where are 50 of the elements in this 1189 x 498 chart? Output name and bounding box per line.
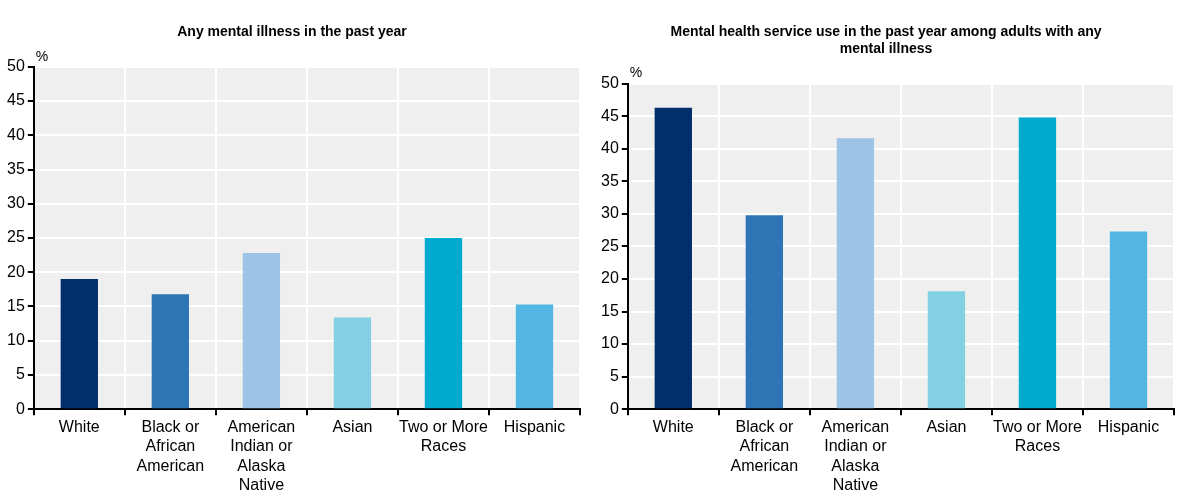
bar	[515, 304, 554, 409]
y-tick-label: 0	[609, 399, 619, 417]
y-tick-label: 20	[601, 269, 619, 287]
x-tick-label: Asian	[332, 418, 373, 436]
y-tick-label: 40	[7, 125, 25, 143]
bar	[242, 253, 281, 409]
y-tick-label: 30	[7, 194, 25, 212]
bar	[745, 215, 784, 409]
y-tick-label: 15	[601, 301, 619, 319]
y-tick-label: 15	[7, 296, 25, 314]
x-tick-label: White	[652, 418, 694, 436]
bar	[1018, 117, 1057, 409]
x-tick-label: American Indian or Alaska Native	[227, 418, 296, 493]
bar	[1109, 231, 1148, 409]
x-tick-label: White	[58, 418, 100, 436]
bar	[654, 107, 692, 409]
y-tick-label: 25	[601, 236, 619, 254]
y-tick-label: 45	[7, 91, 25, 109]
x-tick-label: Asian	[926, 418, 967, 436]
y-tick-label: 50	[601, 74, 619, 92]
y-axis-title: %	[629, 64, 643, 81]
bar	[927, 291, 966, 409]
x-tick-label: Hispanic	[503, 418, 566, 436]
y-tick-label: 35	[601, 171, 619, 189]
y-tick-label: 20	[7, 262, 25, 280]
x-tick-label: Black or African American	[136, 418, 205, 474]
y-tick-label: 10	[7, 331, 25, 349]
y-tick-label: 10	[601, 334, 619, 352]
x-tick-label: Two or More Races	[992, 418, 1082, 455]
x-tick-label: American Indian or Alaska Native	[821, 418, 890, 493]
y-tick-label: 5	[609, 367, 619, 385]
bar	[60, 279, 98, 409]
bar	[333, 317, 372, 409]
y-tick-label: 5	[15, 365, 25, 383]
x-tick-label: Hispanic	[1097, 418, 1160, 436]
chart-title: Any mental illness in the past year	[177, 23, 408, 40]
y-tick-label: 25	[7, 228, 25, 246]
x-tick-label: Black or African American	[730, 418, 799, 474]
y-axis-title: %	[35, 47, 49, 64]
y-tick-label: 0	[15, 399, 25, 417]
bar	[424, 238, 463, 409]
y-tick-label: 35	[7, 159, 25, 177]
y-tick-label: 45	[601, 106, 619, 124]
y-tick-label: 50	[7, 57, 25, 75]
chart-title: Mental health service use in the past year among adults with any mental illness	[670, 23, 1102, 57]
bar	[151, 294, 190, 409]
x-tick-label: Two or More Races	[398, 418, 488, 455]
y-tick-label: 40	[601, 139, 619, 157]
bar	[836, 138, 875, 409]
y-tick-label: 30	[601, 204, 619, 222]
